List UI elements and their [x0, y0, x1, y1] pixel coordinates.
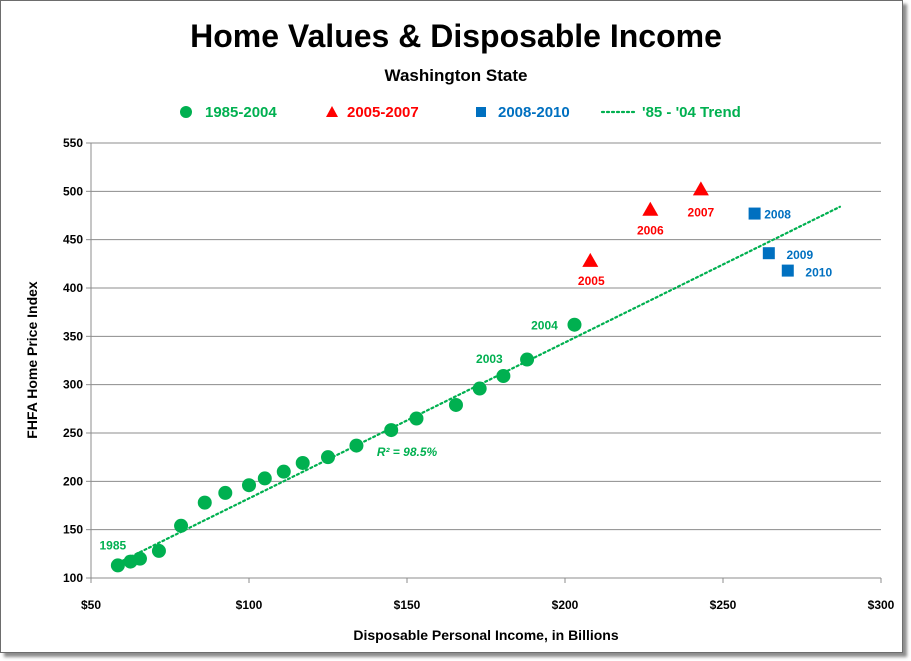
y-tick-label: 400	[63, 281, 83, 295]
y-tick-label: 250	[63, 426, 83, 440]
data-point-square	[781, 264, 794, 277]
data-point-circle	[472, 381, 487, 396]
data-label: 2007	[688, 205, 715, 219]
axes: 100 150 200 250 300 350 400 450 500 550 $50 $100 $15…	[63, 136, 895, 612]
legend-marker-circle	[180, 106, 192, 118]
chart-title: Home Values & Disposable Income	[190, 18, 722, 54]
scatter-chart: Home Values & Disposable Income Washingt…	[24, 18, 895, 643]
data-point-circle	[409, 411, 424, 426]
r-squared-label: R² = 98.5%	[377, 445, 438, 459]
chart-subtitle: Washington State	[385, 66, 528, 85]
data-point-circle	[151, 543, 166, 558]
y-tick-label: 200	[63, 474, 83, 488]
data-point-triangle	[642, 201, 659, 216]
legend-label: 2008-2010	[498, 104, 570, 121]
data-point-circle	[242, 478, 256, 493]
data-point-circle	[349, 438, 364, 453]
data-label: 2005	[578, 274, 605, 288]
data-point-circle	[276, 464, 291, 479]
data-points	[110, 181, 794, 573]
data-point-circle	[197, 495, 212, 510]
data-point-circle	[257, 471, 272, 486]
chart-frame: Home Values & Disposable Income Washingt…	[0, 0, 903, 653]
legend: 1985-2004 2005-2007 2008-2010 '85 - '04 Tre…	[180, 104, 741, 121]
data-point-circle	[321, 450, 335, 465]
data-label: 2003	[476, 352, 503, 366]
data-point-triangle	[582, 252, 599, 267]
y-tick-label: 100	[63, 571, 83, 585]
x-axis-label: Disposable Personal Income, in Billions	[353, 627, 619, 643]
legend-marker-square	[476, 107, 486, 117]
x-tick-label: $150	[394, 598, 421, 612]
data-label: 1985	[100, 538, 127, 552]
data-point-circle	[132, 551, 147, 566]
data-point-square	[762, 247, 775, 260]
x-tick-label: $100	[236, 598, 263, 612]
y-tick-label: 550	[63, 136, 83, 150]
y-tick-label: 500	[63, 184, 83, 198]
legend-label: 2005-2007	[347, 104, 419, 121]
data-label: 2004	[531, 319, 558, 333]
data-label: 2009	[786, 248, 813, 262]
data-point-circle	[567, 317, 582, 332]
data-point-circle	[448, 397, 463, 412]
data-label: 2008	[764, 208, 791, 222]
y-tick-label: 450	[63, 233, 83, 247]
y-axis-label: FHFA Home Price Index	[24, 281, 40, 439]
x-tick-label: $250	[710, 598, 737, 612]
y-tick-label: 150	[63, 523, 83, 537]
data-point-square	[748, 207, 761, 220]
data-point-triangle	[692, 181, 709, 196]
data-point-circle	[110, 558, 125, 573]
data-point-circle	[174, 518, 189, 533]
legend-label: '85 - '04 Trend	[642, 104, 741, 121]
data-point-circle	[520, 352, 535, 367]
data-point-circle	[496, 368, 511, 383]
x-tick-label: $200	[552, 598, 579, 612]
legend-label: 1985-2004	[205, 104, 277, 121]
data-label: 2010	[805, 266, 832, 280]
data-labels: 1985 2003 2004 2005 2006 2007 2008 2009 2010 R² =…	[100, 205, 833, 552]
data-point-circle	[384, 423, 399, 438]
x-tick-label: $300	[868, 598, 895, 612]
data-label: 2006	[637, 224, 664, 238]
data-point-circle	[218, 485, 233, 500]
gridlines	[91, 142, 881, 531]
y-tick-label: 300	[63, 378, 83, 392]
data-point-circle	[295, 455, 310, 470]
legend-marker-triangle	[326, 106, 338, 117]
x-tick-label: $50	[81, 598, 101, 612]
y-tick-label: 350	[63, 329, 83, 343]
